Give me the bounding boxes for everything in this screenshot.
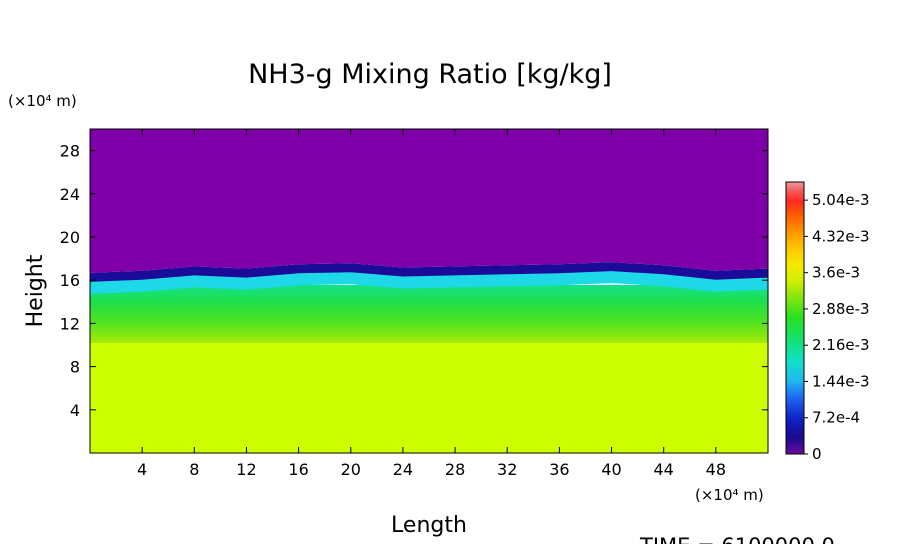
y-tick-label: 16 [60, 271, 80, 290]
plot-area [90, 129, 768, 453]
x-tick-label: 36 [549, 460, 569, 479]
field-upper [90, 129, 768, 273]
colorbar-label: 4.32e-3 [812, 227, 870, 245]
y-tick-label: 4 [70, 401, 80, 420]
colorbar-labels: 0 7.2e-4 1.44e-3 2.16e-3 2.88e-3 3.6e-3 4.32e-… [804, 191, 870, 463]
x-tick-label: 32 [497, 460, 517, 479]
y-tick-label: 28 [60, 142, 80, 161]
x-axis-ticks: 4 8 12 16 20 24 28 32 36 40 44 48 [137, 129, 726, 479]
time-label: TIME = 6100000.0 [639, 534, 835, 544]
colorbar-scale [785, 181, 805, 455]
colorbar-label: 5.04e-3 [812, 191, 870, 209]
x-tick-label: 8 [189, 460, 199, 479]
y-tick-label: 20 [60, 228, 80, 247]
y-tick-label: 8 [70, 358, 80, 377]
x-tick-label: 44 [654, 460, 674, 479]
x-tick-label: 4 [137, 460, 147, 479]
colorbar-label: 1.44e-3 [812, 372, 870, 390]
y-tick-label: 24 [60, 185, 80, 204]
x-axis-label: Length [391, 513, 467, 538]
y-axis-unit: (×10⁴ m) [8, 92, 77, 110]
y-axis-ticks: 4 8 12 16 20 24 28 [60, 142, 768, 420]
field-cloud-top-edge [90, 262, 768, 282]
field-green-layer [90, 285, 768, 343]
colorbar-label: 3.6e-3 [812, 264, 860, 282]
x-tick-label: 16 [288, 460, 308, 479]
x-tick-label: 40 [601, 460, 621, 479]
x-tick-label: 20 [341, 460, 361, 479]
y-tick-label: 12 [60, 314, 80, 333]
colorbar-label: 0 [812, 445, 822, 463]
field-lower [90, 340, 768, 453]
x-tick-label: 48 [706, 460, 726, 479]
colorbar-label: 2.16e-3 [812, 336, 870, 354]
x-axis-unit: (×10⁴ m) [695, 486, 764, 504]
colorbar-label: 7.2e-4 [812, 409, 860, 427]
x-tick-label: 12 [236, 460, 256, 479]
plot-frame [89, 128, 769, 454]
colorbar-label: 2.88e-3 [812, 300, 870, 318]
x-tick-label: 24 [393, 460, 413, 479]
y-axis-label: Height [23, 254, 48, 327]
x-tick-label: 28 [445, 460, 465, 479]
chart-title: NH3-g Mixing Ratio [kg/kg] [248, 59, 612, 90]
